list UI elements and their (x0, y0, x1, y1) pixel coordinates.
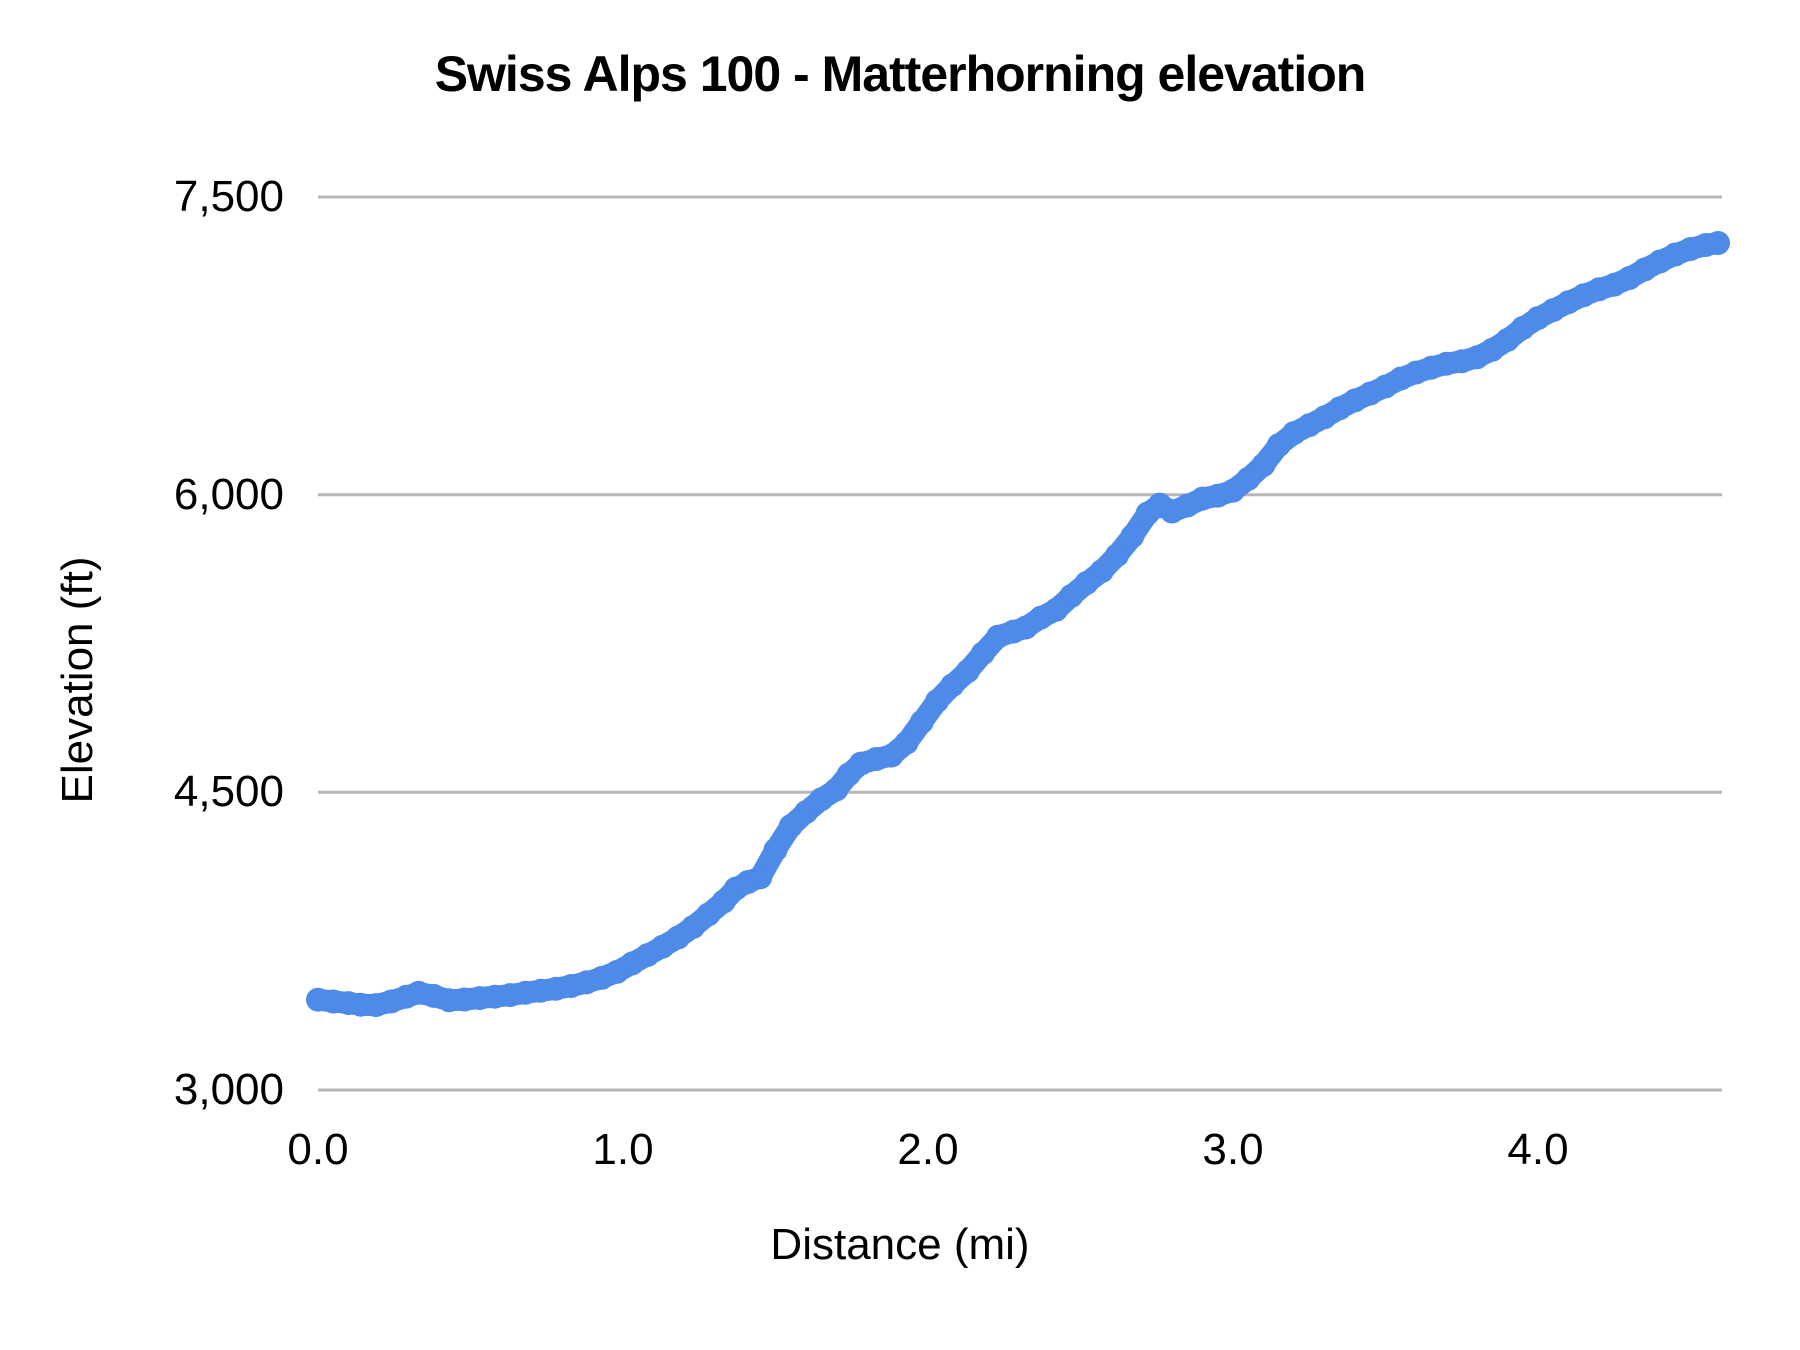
y-tick-label: 7,500 (173, 172, 284, 221)
data-point (1105, 543, 1130, 568)
data-point (1089, 559, 1114, 584)
data-point (763, 837, 788, 862)
data-point (748, 865, 773, 890)
data-point (955, 659, 980, 684)
data-point (940, 673, 965, 698)
data-point (909, 709, 934, 734)
y-tick-label: 4,500 (173, 767, 284, 817)
data-point (925, 689, 950, 713)
x-tick-label: 3.0 (1202, 1125, 1264, 1174)
x-tick-label: 4.0 (1507, 1125, 1569, 1174)
data-point (1044, 597, 1069, 622)
data-point (1706, 231, 1730, 255)
data-point (894, 730, 919, 755)
x-tick-label: 1.0 (592, 1125, 654, 1174)
data-point (1251, 452, 1276, 477)
x-axis-title: Distance (mi) (770, 1220, 1030, 1269)
chart-title: Swiss Alps 100 - Matterhorning elevation (434, 46, 1367, 102)
data-point (1236, 466, 1261, 491)
y-tick-label: 3,000 (173, 1065, 284, 1114)
y-tick-label: 6,000 (173, 469, 284, 519)
data-point (778, 814, 803, 839)
data-point (1120, 524, 1145, 549)
x-tick-label: 2.0 (897, 1125, 959, 1174)
data-point (970, 641, 995, 666)
x-tick-label: 0.0 (287, 1125, 349, 1174)
